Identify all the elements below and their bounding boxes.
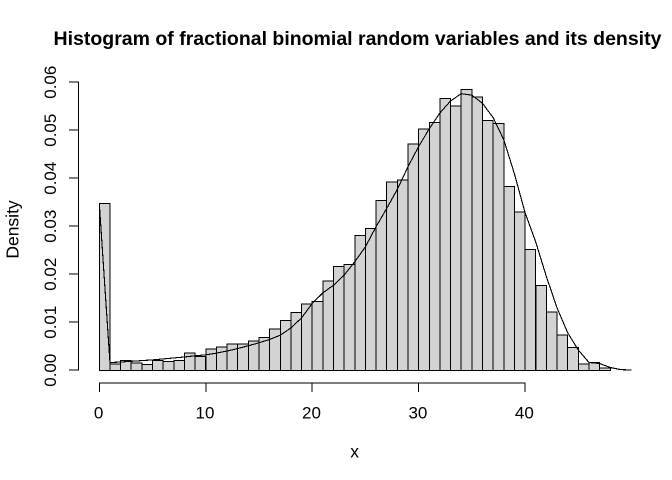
- svg-text:0.02: 0.02: [41, 258, 60, 291]
- svg-text:Histogram of fractional binomi: Histogram of fractional binomial random …: [54, 28, 662, 50]
- svg-text:40: 40: [515, 403, 534, 422]
- svg-text:0: 0: [94, 403, 103, 422]
- svg-text:0.04: 0.04: [41, 162, 60, 195]
- svg-text:10: 10: [196, 403, 215, 422]
- svg-text:0.00: 0.00: [41, 354, 60, 387]
- svg-text:x: x: [350, 441, 359, 461]
- svg-text:0.06: 0.06: [41, 66, 60, 99]
- svg-text:0.01: 0.01: [41, 306, 60, 339]
- svg-text:0.05: 0.05: [41, 114, 60, 147]
- svg-text:30: 30: [408, 403, 427, 422]
- svg-text:0.03: 0.03: [41, 210, 60, 243]
- svg-text:Density: Density: [3, 200, 23, 259]
- svg-text:20: 20: [302, 403, 321, 422]
